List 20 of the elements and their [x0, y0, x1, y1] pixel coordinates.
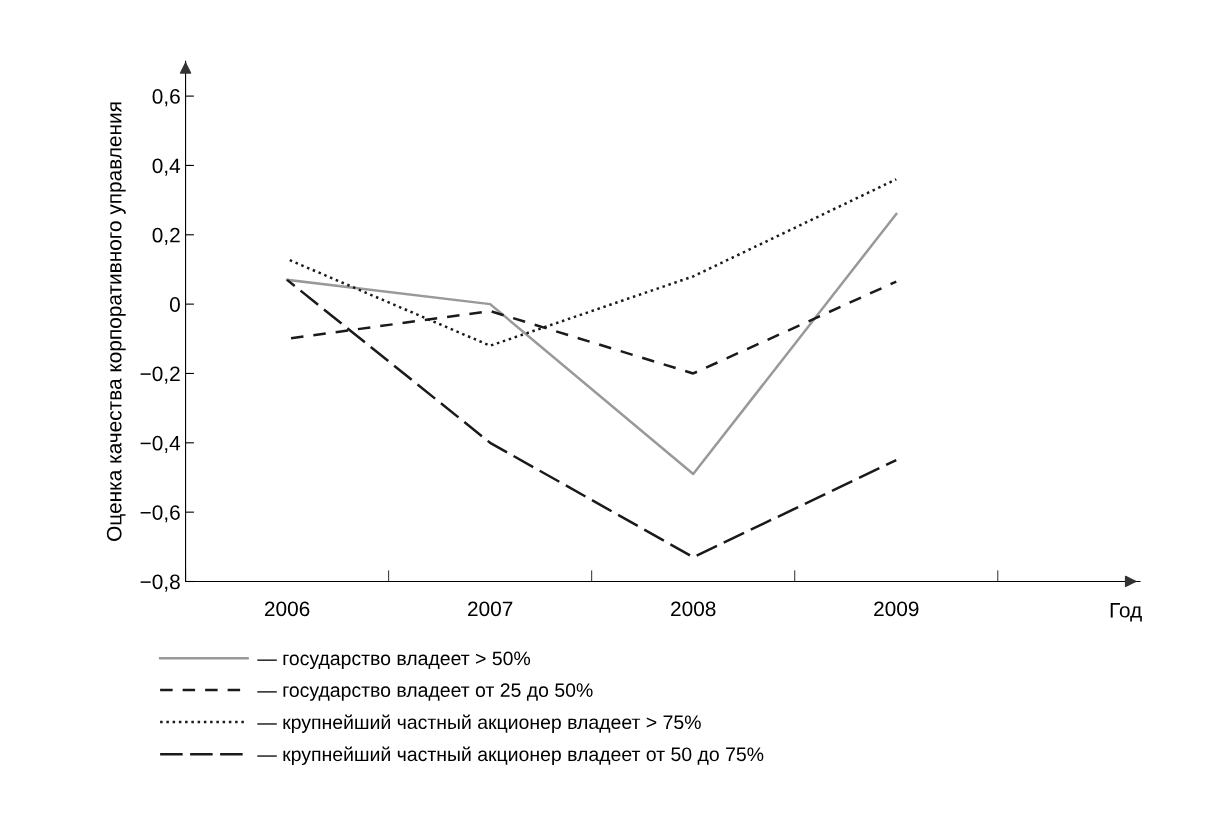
legend-label: — крупнейший частный акционер владеет > 75% [257, 714, 701, 733]
y-tick-label: −0,2 [140, 366, 180, 384]
y-tick-label: 0,4 [152, 158, 181, 176]
line-series [285, 212, 898, 476]
y-tick-label: −0,4 [140, 435, 181, 454]
x-axis-title: Год [1110, 603, 1142, 622]
x-tick-label: 2008 [671, 601, 716, 617]
y-tick-label: −0,6 [140, 505, 180, 523]
legend-label: — государство владеет > 50% [257, 651, 531, 670]
line-series [285, 278, 898, 559]
y-tick-label: 0,6 [152, 89, 180, 107]
y-tick-label: −0,8 [140, 574, 180, 592]
y-tick-label: 0,2 [152, 227, 180, 245]
legend-label: — государство владеет от 25 до 50% [257, 683, 593, 701]
x-tick-label: 2006 [264, 601, 310, 617]
x-tick-label: 2007 [468, 601, 513, 617]
legend-label: — крупнейший частный акционер владеет от 50 до 75% [257, 746, 764, 766]
y-axis-title: Оценка качества корпоративного управления [106, 102, 126, 541]
y-tick-label: 0 [169, 297, 180, 312]
x-tick-label: 2009 [874, 601, 919, 617]
